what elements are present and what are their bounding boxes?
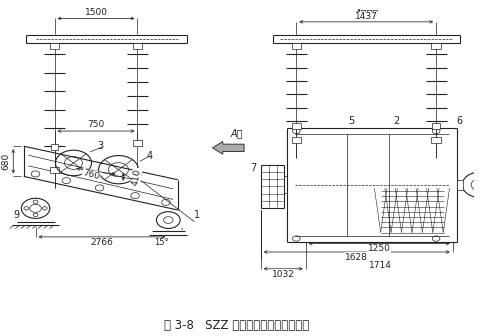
Text: 1437: 1437 bbox=[355, 12, 377, 21]
Text: A向视图: A向视图 bbox=[354, 8, 379, 18]
Text: 5: 5 bbox=[348, 116, 354, 126]
Text: 750: 750 bbox=[88, 121, 105, 129]
Text: 7: 7 bbox=[250, 163, 257, 173]
Text: 1032: 1032 bbox=[272, 270, 295, 279]
Text: 8: 8 bbox=[503, 170, 504, 180]
Bar bbox=[134, 170, 141, 175]
Text: A向: A向 bbox=[231, 128, 243, 138]
Bar bbox=[291, 137, 301, 143]
Text: 2: 2 bbox=[393, 116, 400, 126]
Bar bbox=[51, 144, 58, 150]
Text: 2766: 2766 bbox=[91, 239, 113, 247]
Bar bbox=[431, 43, 441, 49]
Text: 图 3-8   SZZ 型自定中心振动筛外形图: 图 3-8 SZZ 型自定中心振动筛外形图 bbox=[164, 319, 309, 332]
Text: 6: 6 bbox=[457, 116, 463, 126]
Bar bbox=[458, 180, 463, 190]
Text: 9: 9 bbox=[14, 210, 20, 220]
Text: 680: 680 bbox=[2, 153, 11, 170]
Text: 3: 3 bbox=[97, 141, 103, 151]
Bar bbox=[291, 43, 301, 49]
Text: 410: 410 bbox=[131, 168, 142, 186]
Text: 760: 760 bbox=[82, 168, 101, 181]
Text: 1714: 1714 bbox=[369, 261, 392, 270]
Text: 1: 1 bbox=[195, 210, 201, 220]
Text: 1628: 1628 bbox=[345, 253, 368, 262]
Bar bbox=[133, 140, 142, 146]
FancyArrow shape bbox=[212, 141, 244, 154]
Bar bbox=[431, 137, 441, 143]
Bar bbox=[133, 43, 142, 49]
Bar bbox=[50, 43, 59, 49]
Text: 15°: 15° bbox=[154, 238, 168, 247]
Text: 4: 4 bbox=[147, 151, 153, 161]
Bar bbox=[50, 167, 59, 173]
Text: 1500: 1500 bbox=[85, 8, 107, 17]
Bar bbox=[292, 123, 300, 129]
Text: 1250: 1250 bbox=[368, 245, 391, 253]
Bar bbox=[432, 123, 440, 129]
